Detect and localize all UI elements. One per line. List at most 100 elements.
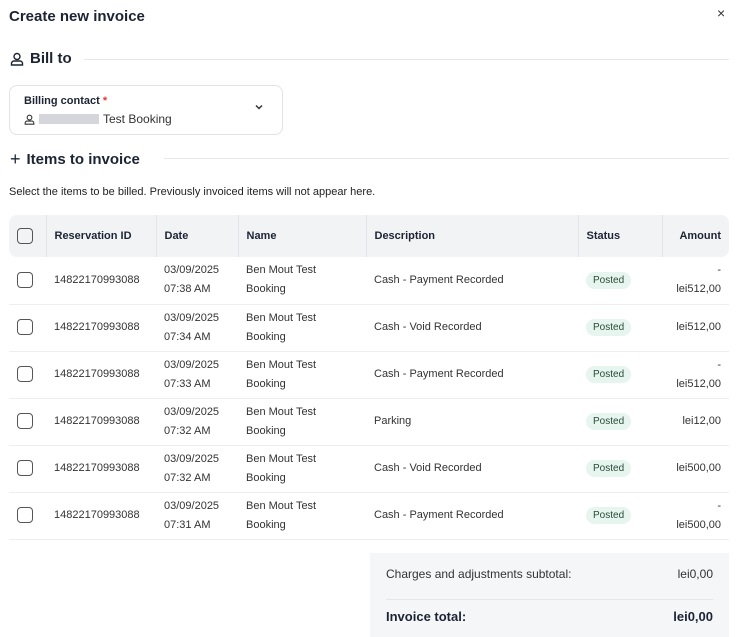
name-line: Ben Mout Test <box>246 358 317 371</box>
status-badge: Posted <box>586 413 632 430</box>
column-header[interactable]: Amount <box>679 230 721 242</box>
amount-sign: - <box>717 358 721 371</box>
date-cell: 03/09/2025 07:31 AM <box>156 492 238 540</box>
reservation-id: 14822170993088 <box>46 304 156 352</box>
table-header-row: Reservation ID Date Name Description Sta… <box>9 215 729 257</box>
date-cell: 03/09/2025 07:34 AM <box>156 304 238 352</box>
amount-cell: lei12,00 <box>662 398 729 446</box>
column-header[interactable]: Reservation ID <box>46 215 157 257</box>
date: 03/09/2025 <box>164 358 220 371</box>
name-cell: Ben Mout Test Booking <box>238 445 366 493</box>
select-all-cell <box>9 215 47 257</box>
table-row[interactable]: 14822170993088 03/09/2025 07:33 AM Ben Mo… <box>9 351 729 399</box>
amount: lei512,00 <box>676 377 721 390</box>
amount: lei500,00 <box>676 518 721 531</box>
column-header[interactable]: Name <box>238 215 367 257</box>
reservation-id: 14822170993088 <box>46 351 156 399</box>
select-all-checkbox[interactable] <box>17 228 33 244</box>
name-cell: Ben Mout Test Booking <box>238 304 366 352</box>
items-hint: Select the items to be billed. Previousl… <box>9 186 376 198</box>
name-cell: Ben Mout Test Booking <box>238 492 366 540</box>
total-value: lei0,00 <box>673 609 713 624</box>
billing-contact-select[interactable]: Billing contact * Test Booking <box>9 85 283 135</box>
row-checkbox[interactable] <box>17 460 33 477</box>
billing-contact-label: Billing contact <box>24 95 100 107</box>
status-cell: Posted <box>578 398 662 446</box>
table-row[interactable]: 14822170993088 03/09/2025 07:32 AM Ben Mo… <box>9 445 729 493</box>
reservation-id: 14822170993088 <box>46 492 156 540</box>
description: Cash - Payment Recorded <box>366 257 578 305</box>
row-checkbox[interactable] <box>17 366 33 383</box>
status-cell: Posted <box>578 492 662 540</box>
close-icon[interactable]: × <box>717 5 726 21</box>
divider <box>164 158 729 159</box>
divider <box>84 59 729 60</box>
items-section: + Items to invoice <box>10 149 140 170</box>
chevron-down-icon <box>255 104 263 110</box>
plus-icon: + <box>10 149 21 169</box>
date-cell: 03/09/2025 07:38 AM <box>156 257 238 305</box>
status-cell: Posted <box>578 304 662 352</box>
name-line: Booking <box>246 330 286 343</box>
date: 03/09/2025 <box>164 499 220 512</box>
reservation-id: 14822170993088 <box>46 257 156 305</box>
items-table: Reservation ID Date Name Description Sta… <box>9 215 729 540</box>
date-cell: 03/09/2025 07:32 AM <box>156 398 238 446</box>
description: Cash - Void Recorded <box>366 304 578 352</box>
row-checkbox[interactable] <box>17 271 33 288</box>
status-cell: Posted <box>578 445 662 493</box>
select-cell <box>9 257 46 305</box>
row-checkbox[interactable] <box>17 507 33 524</box>
amount-sign: - <box>717 499 721 512</box>
time: 07:33 AM <box>164 377 211 390</box>
divider <box>386 599 713 600</box>
select-cell <box>9 492 46 540</box>
column-header[interactable]: Date <box>156 215 239 257</box>
select-cell <box>9 304 46 352</box>
row-checkbox[interactable] <box>17 413 33 430</box>
name-cell: Ben Mout Test Booking <box>238 257 366 305</box>
user-icon <box>10 52 24 66</box>
row-checkbox[interactable] <box>17 319 33 336</box>
select-cell <box>9 445 46 493</box>
time: 07:31 AM <box>164 518 211 531</box>
name-line: Booking <box>246 471 286 484</box>
amount-cell: lei512,00 <box>662 304 729 352</box>
table-row[interactable]: 14822170993088 03/09/2025 07:32 AM Ben Mo… <box>9 398 729 446</box>
time: 07:34 AM <box>164 330 211 343</box>
redacted-name <box>39 114 99 124</box>
subtotal-label: Charges and adjustments subtotal: <box>386 567 572 581</box>
date-cell: 03/09/2025 07:33 AM <box>156 351 238 399</box>
dialog-title: Create new invoice <box>9 8 145 25</box>
status-cell: Posted <box>578 351 662 399</box>
amount-sign: - <box>717 264 721 277</box>
description: Cash - Void Recorded <box>366 445 578 493</box>
total-label: Invoice total: <box>386 609 467 624</box>
reservation-id: 14822170993088 <box>46 445 156 493</box>
reservation-id: 14822170993088 <box>46 398 156 446</box>
status-badge: Posted <box>586 460 632 477</box>
name-line: Ben Mout Test <box>246 499 317 512</box>
amount-cell: - lei512,00 <box>662 257 729 305</box>
date: 03/09/2025 <box>164 264 220 277</box>
amount: lei512,00 <box>676 283 721 296</box>
table-row[interactable]: 14822170993088 03/09/2025 07:34 AM Ben Mo… <box>9 304 729 352</box>
column-header[interactable]: Status <box>578 215 663 257</box>
status-cell: Posted <box>578 257 662 305</box>
table-row[interactable]: 14822170993088 03/09/2025 07:38 AM Ben Mo… <box>9 257 729 305</box>
table-row[interactable]: 14822170993088 03/09/2025 07:31 AM Ben Mo… <box>9 492 729 540</box>
column-header[interactable]: Description <box>366 215 579 257</box>
amount-cell: - lei500,00 <box>662 492 729 540</box>
status-badge: Posted <box>586 271 632 289</box>
name-cell: Ben Mout Test Booking <box>238 351 366 399</box>
name-line: Ben Mout Test <box>246 452 317 465</box>
bill-to-heading: Bill to <box>30 50 72 67</box>
name-line: Ben Mout Test <box>246 264 317 277</box>
amount-cell: - lei512,00 <box>662 351 729 399</box>
date-cell: 03/09/2025 07:32 AM <box>156 445 238 493</box>
amount-cell: lei500,00 <box>662 445 729 493</box>
description: Parking <box>366 398 578 446</box>
name-line: Booking <box>246 518 286 531</box>
amount: lei512,00 <box>676 321 721 333</box>
date: 03/09/2025 <box>164 452 220 465</box>
